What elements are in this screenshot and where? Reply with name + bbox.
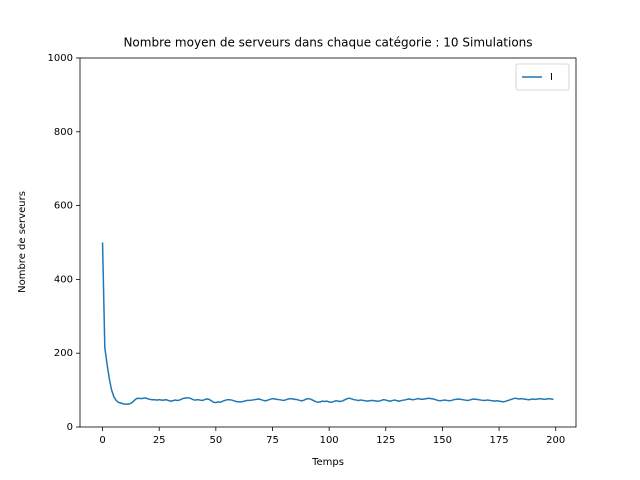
axes-frame [79,57,577,428]
x-tick-label: 200 [546,435,565,446]
legend-box [515,63,570,91]
x-tick-label: 75 [266,435,279,446]
y-axis-label: Nombre de serveurs [17,191,28,293]
x-tick-label: 0 [99,435,105,446]
x-tick-label: 175 [490,435,509,446]
x-tick-label: 150 [433,435,452,446]
x-tick-label: 100 [320,435,339,446]
x-tick-label: 25 [153,435,166,446]
x-tick-label: 125 [376,435,395,446]
y-tick-label: 600 [54,201,73,212]
y-tick-label: 200 [54,348,73,359]
y-tick-label: 800 [54,127,73,138]
line-series [101,242,554,405]
y-tick-label: 1000 [48,53,73,64]
chart-title: Nombre moyen de serveurs dans chaque cat… [123,36,532,50]
x-tick-label: 50 [209,435,222,446]
y-tick-label: 0 [67,422,73,433]
x-axis-label: Temps [311,457,344,468]
legend-label: I [550,72,553,83]
y-tick-label: 400 [54,274,73,285]
